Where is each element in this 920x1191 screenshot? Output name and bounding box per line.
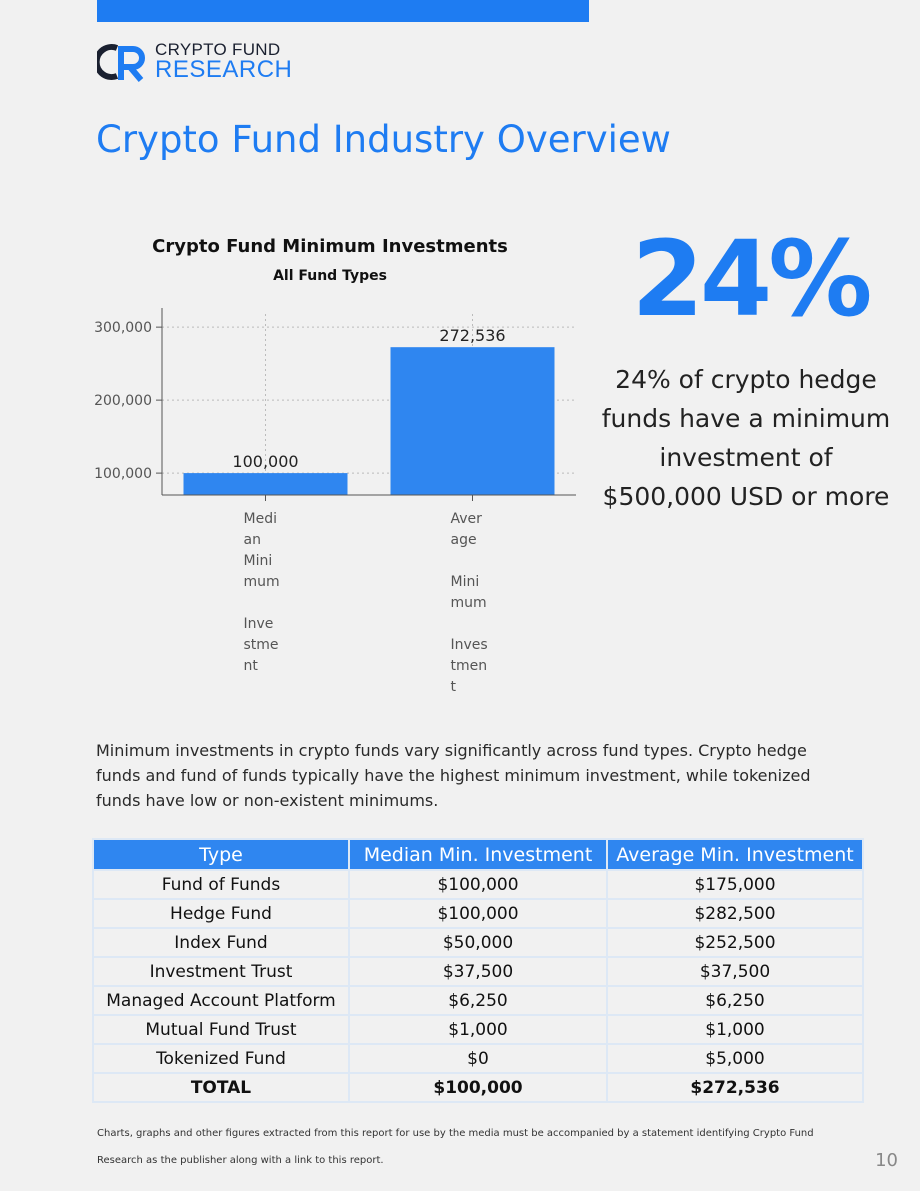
x-tick-label: tmen [451, 658, 488, 674]
cell-type: Mutual Fund Trust [92, 1014, 350, 1045]
bar-value-label: 272,536 [439, 326, 505, 345]
table-total-row: TOTAL $100,000 $272,536 [92, 1072, 864, 1103]
cell-total-median: $100,000 [348, 1072, 608, 1103]
column-header-average: Average Min. Investment [606, 838, 864, 871]
table-row: Hedge Fund $100,000 $282,500 [92, 898, 864, 929]
cell-average: $1,000 [606, 1014, 864, 1045]
x-tick-label: nt [244, 658, 259, 674]
cell-median: $37,500 [348, 956, 608, 987]
intro-paragraph: Minimum investments in crypto funds vary… [96, 741, 811, 810]
y-tick-label: 300,000 [94, 320, 152, 336]
cell-median: $0 [348, 1043, 608, 1074]
brand-line1: CRYPTO FUND [155, 40, 281, 59]
cell-average: $282,500 [606, 898, 864, 929]
x-tick-label: age [451, 532, 477, 548]
cell-average: $6,250 [606, 985, 864, 1016]
minimum-investments-bar-chart: 100,000 200,000 300,000 100,000 Medi an Mini mu… [94, 308, 576, 695]
x-tick-label: mum [244, 574, 280, 590]
table-row: Index Fund $50,000 $252,500 [92, 927, 864, 958]
column-header-median: Median Min. Investment [348, 838, 608, 871]
cell-median: $1,000 [348, 1014, 608, 1045]
bar [183, 473, 348, 495]
x-tick-label: Inves [451, 637, 488, 653]
highlight-stat: 24% [631, 218, 873, 340]
cell-type: Hedge Fund [92, 898, 350, 929]
x-tick-label: an [244, 532, 261, 548]
bar [390, 347, 555, 495]
x-tick-label: t [451, 679, 457, 695]
cell-average: $5,000 [606, 1043, 864, 1074]
cell-average: $252,500 [606, 927, 864, 958]
column-header-type: Type [92, 838, 350, 871]
table-header-row: Type Median Min. Investment Average Min.… [92, 838, 864, 871]
cell-median: $50,000 [348, 927, 608, 958]
cell-type: Index Fund [92, 927, 350, 958]
x-tick-label: Medi [244, 511, 277, 527]
cell-total-average: $272,536 [606, 1072, 864, 1103]
cell-total-label: TOTAL [92, 1072, 350, 1103]
page-number: 10 [875, 1150, 898, 1171]
table-row: Mutual Fund Trust $1,000 $1,000 [92, 1014, 864, 1045]
footnote: Charts, graphs and other figures extract… [97, 1128, 814, 1166]
top-accent-bar [97, 0, 589, 22]
x-tick-label: Aver [451, 511, 483, 527]
cell-type: Managed Account Platform [92, 985, 350, 1016]
x-tick-label: Mini [244, 553, 273, 569]
x-tick-label: Mini [451, 574, 480, 590]
cell-average: $37,500 [606, 956, 864, 987]
page-title: Crypto Fund Industry Overview [96, 118, 671, 161]
x-tick-label: stme [244, 637, 279, 653]
highlight-description: 24% of crypto hedge funds have a minimum… [601, 365, 891, 511]
x-tick-label: mum [451, 595, 487, 611]
cell-median: $100,000 [348, 898, 608, 929]
table-row: Tokenized Fund $0 $5,000 [92, 1043, 864, 1074]
x-tick-label: Inve [244, 616, 274, 632]
cell-median: $6,250 [348, 985, 608, 1016]
brand-line2: RESEARCH [155, 56, 293, 83]
minimum-investment-table: Type Median Min. Investment Average Min.… [92, 838, 864, 1103]
y-tick-label: 200,000 [94, 393, 152, 409]
bar-value-label: 100,000 [232, 452, 298, 471]
table-row: Fund of Funds $100,000 $175,000 [92, 869, 864, 900]
y-tick-label: 100,000 [94, 466, 152, 482]
cell-type: Tokenized Fund [92, 1043, 350, 1074]
cfr-logo-icon [97, 44, 145, 82]
cell-type: Investment Trust [92, 956, 350, 987]
table-row: Managed Account Platform $6,250 $6,250 [92, 985, 864, 1016]
table-row: Investment Trust $37,500 $37,500 [92, 956, 864, 987]
cell-median: $100,000 [348, 869, 608, 900]
chart-subtitle: All Fund Types [273, 268, 387, 284]
cell-average: $175,000 [606, 869, 864, 900]
cell-type: Fund of Funds [92, 869, 350, 900]
chart-title: Crypto Fund Minimum Investments [152, 236, 508, 257]
